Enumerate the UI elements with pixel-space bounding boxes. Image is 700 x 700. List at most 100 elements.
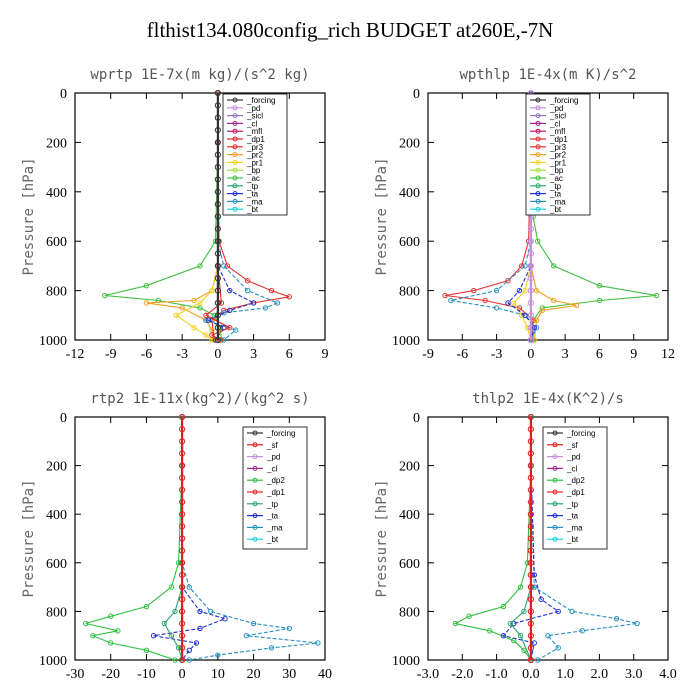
- data-point: [527, 632, 534, 639]
- data-point: [569, 608, 575, 615]
- data-point: [221, 310, 227, 316]
- data-point: [448, 297, 454, 304]
- x-tick-label: 0: [214, 347, 221, 362]
- data-point: [214, 139, 221, 146]
- data-point: [186, 657, 192, 663]
- legend-label: _ma: [549, 197, 566, 206]
- legend-marker: [232, 144, 238, 150]
- x-tick-label: 10: [211, 667, 225, 682]
- data-point: [505, 278, 511, 284]
- data-point: [214, 188, 221, 195]
- data-point: [527, 559, 534, 566]
- data-point: [179, 511, 186, 518]
- data-point: [90, 633, 96, 639]
- data-point: [274, 300, 281, 306]
- data-point: [221, 337, 227, 343]
- panel-title: wprtp 1E-7x(m kg)/(s^2 kg): [90, 67, 309, 83]
- data-point: [179, 462, 186, 469]
- data-point: [172, 657, 178, 663]
- data-point: [527, 225, 534, 232]
- data-point: [522, 312, 528, 318]
- data-point: [143, 647, 150, 653]
- data-point: [179, 438, 186, 445]
- data-point: [168, 633, 175, 639]
- x-tick-label: 12: [661, 347, 675, 362]
- data-point: [535, 657, 541, 663]
- data-point: [250, 620, 257, 627]
- legend-label: _dp1: [566, 488, 585, 497]
- y-tick-label: 600: [46, 235, 67, 250]
- data-point: [197, 625, 203, 632]
- series-line-dp2: [453, 417, 532, 661]
- series-line-pr1: [175, 93, 219, 341]
- data-point: [527, 287, 534, 294]
- y-tick-label: 0: [413, 411, 420, 426]
- legend-marker: [232, 159, 238, 165]
- legend-label: _ma: [266, 523, 283, 532]
- legend-label: _pd: [566, 453, 580, 462]
- data-point: [500, 633, 507, 639]
- data-point: [214, 213, 221, 220]
- data-point: [179, 547, 186, 554]
- legend-label: _tp: [246, 182, 259, 191]
- panel-title: wpthlp 1E-4x(m K)/s^2: [459, 67, 636, 83]
- x-tick-label: 0.0: [522, 667, 540, 682]
- y-tick-label: 1000: [39, 654, 67, 669]
- data-point: [221, 263, 227, 269]
- data-point: [555, 608, 561, 615]
- legend-marker: [552, 489, 558, 495]
- legend-label: _ac: [246, 174, 260, 183]
- data-point: [179, 426, 186, 433]
- x-tick-label: -6: [141, 347, 153, 362]
- legend-label: _ta: [246, 190, 259, 199]
- data-point: [227, 324, 233, 331]
- data-point: [203, 332, 209, 338]
- legend-label: _cl: [246, 119, 257, 128]
- data-point: [527, 312, 534, 319]
- data-point: [527, 498, 534, 506]
- data-point: [179, 584, 186, 591]
- legend-label: _bp: [246, 166, 261, 175]
- legend-label: _sf: [266, 441, 278, 450]
- y-tick-label: 1000: [39, 334, 67, 349]
- legend-label: _ta: [566, 512, 579, 521]
- data-point: [527, 511, 534, 518]
- data-point: [186, 584, 192, 590]
- legend-label: _dp1: [266, 488, 285, 497]
- series-line-ac: [104, 93, 222, 341]
- y-tick-label: 600: [399, 557, 420, 572]
- x-tick-label: -2.0: [451, 667, 473, 682]
- data-point: [214, 312, 221, 319]
- data-point: [209, 332, 215, 338]
- x-tick-label: -12: [66, 347, 85, 362]
- legend-marker: [552, 513, 558, 519]
- legend-marker: [535, 120, 541, 126]
- panel-1: wprtp 1E-7x(m kg)/(s^2 kg) Pressure [hPa]…: [21, 67, 329, 362]
- data-point: [533, 287, 540, 294]
- series-line-ta: [502, 417, 560, 661]
- data-point: [527, 250, 534, 257]
- data-point: [511, 620, 517, 627]
- legend-marker: [252, 524, 258, 530]
- data-point: [173, 312, 179, 318]
- legend-label: _ma: [566, 523, 583, 532]
- y-axis-label: Pressure [hPa]: [374, 479, 390, 597]
- data-point: [466, 613, 472, 619]
- data-point: [531, 640, 537, 646]
- data-point: [214, 102, 221, 109]
- x-tick-label: 6: [596, 347, 603, 362]
- legend-label: _dp2: [566, 476, 585, 485]
- plot-frame: [427, 416, 669, 661]
- legend-label: _dp2: [266, 476, 285, 485]
- y-tick-label: 200: [399, 460, 420, 475]
- data-point: [527, 462, 534, 469]
- legend-marker: [232, 120, 238, 126]
- legend-marker: [552, 477, 558, 483]
- y-tick-label: 800: [46, 285, 67, 300]
- data-point: [179, 523, 186, 530]
- legend-label: _pr2: [549, 151, 567, 160]
- x-tick-label: 6: [286, 347, 293, 362]
- legend-label: _bt: [566, 535, 579, 544]
- data-point: [286, 625, 292, 632]
- data-point: [244, 278, 251, 284]
